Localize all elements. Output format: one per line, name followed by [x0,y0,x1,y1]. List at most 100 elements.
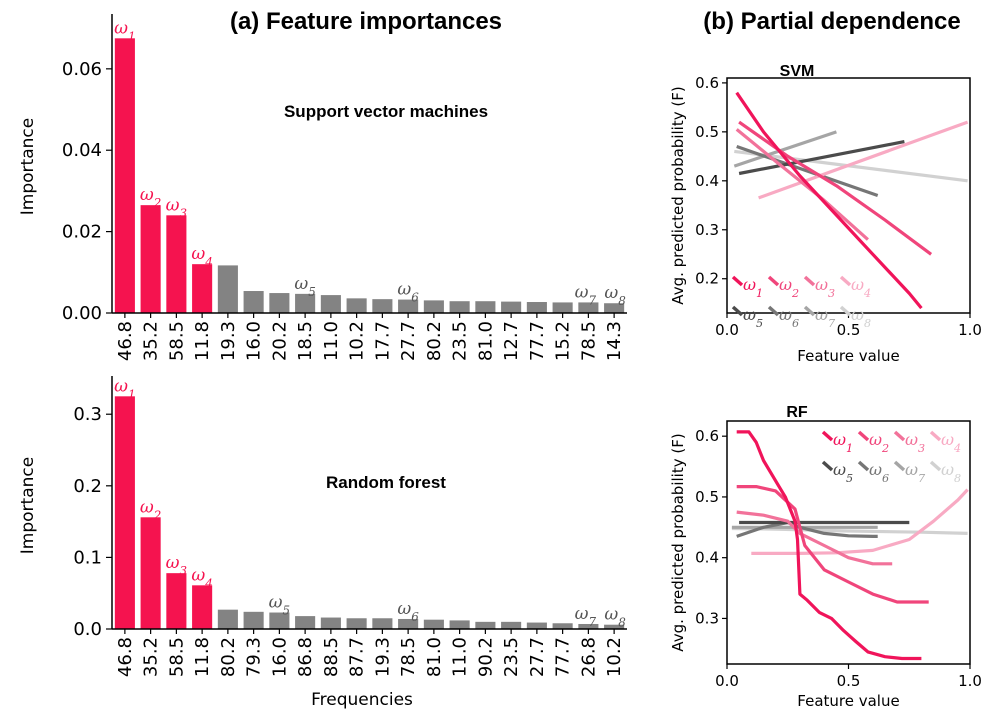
feature-annotation-omega2: ω2 [140,185,161,210]
pd-line-omega3 [736,510,893,566]
x-tick-label: 18.5 [295,321,316,361]
legend-label-omega6: ω6 [869,460,889,485]
x-tick-label: 27.7 [527,637,548,677]
y-tick-label: 0.3 [695,609,719,627]
x-tick-label: 16.0 [269,637,290,677]
x-tick-label: 20.2 [269,321,290,361]
legend-label-omega6: ω6 [779,305,799,330]
y-tick-label: 0.6 [695,427,719,445]
legend-swatch-omega8 [929,460,942,472]
feature-annotation-omega8: ω8 [604,605,626,630]
x-tick-label: 19.3 [218,321,239,361]
x-tick-label: 11.0 [321,321,342,361]
feature-annotation-omega2: ω2 [140,497,161,522]
feature-annotation-omega5: ω5 [269,593,290,618]
x-tick-label: 77.7 [553,637,574,677]
pd-line-omega6 [736,144,879,198]
legend-swatch-omega3 [893,430,906,442]
legend-swatch-omega6 [857,460,870,472]
bar-46.8 [114,396,135,629]
x-axis-label: Frequencies [311,690,413,710]
legend-label-omega4: ω4 [851,275,871,300]
feature-annotation-omega6: ω6 [397,599,419,624]
bar-10.2 [346,298,367,313]
x-axis-label: Feature value [797,347,899,365]
x-tick-label: 81.0 [475,321,496,361]
x-tick-label: 15.2 [553,321,574,361]
legend-label-omega4: ω4 [941,430,961,455]
legend-label-omega5: ω5 [743,305,763,330]
x-tick-label: 26.8 [578,637,599,677]
bar-78.5 [398,618,419,629]
model-label: Support vector machines [284,102,488,121]
x-tick-label: 58.5 [166,637,187,677]
y-tick-label: 0.00 [62,303,102,324]
legend-label-omega2: ω2 [779,275,799,300]
x-tick-label: 0.5 [837,672,861,690]
y-axis-label: Importance [18,457,38,554]
bar-23.5 [449,301,470,313]
x-tick-label: 16.0 [244,321,265,361]
bar-87.7 [346,618,367,629]
x-tick-label: 0.0 [715,672,739,690]
x-tick-label: 35.2 [141,321,162,361]
model-label: Random forest [326,473,446,492]
x-tick-label: 19.3 [372,637,393,677]
y-axis-label: Avg. predicted probability (F) [669,433,687,651]
y-tick-label: 0.5 [695,123,719,141]
legend-label-omega1: ω1 [743,275,763,300]
pd-line-omega4 [758,120,969,200]
bar-12.7 [501,301,522,313]
x-tick-label: 80.2 [424,321,445,361]
bar-10.2 [604,624,625,629]
feature-annotation-omega3: ω3 [166,553,187,578]
feature-annotation-omega7: ω7 [575,282,597,307]
bar-81.0 [475,301,496,313]
y-tick-label: 0.4 [695,549,719,567]
bar-27.7 [526,622,547,629]
y-tick-label: 0.4 [695,172,719,190]
x-tick-label: 0.0 [715,321,739,339]
legend-swatch-omega3 [803,275,816,287]
bar-86.8 [295,616,316,629]
y-tick-label: 0.02 [62,222,102,243]
bar-14.3 [604,303,625,313]
y-tick-label: 0.06 [62,59,102,80]
panel-a-title: (a) Feature importances [230,8,502,35]
x-tick-label: 79.3 [244,637,265,677]
bar-46.8 [114,38,135,314]
x-tick-label: 77.7 [527,321,548,361]
bar-26.8 [578,623,599,629]
x-tick-label: 17.7 [372,321,393,361]
legend-swatch-omega1 [731,275,744,287]
x-tick-label: 11.8 [192,321,213,361]
bar-77.7 [526,302,547,313]
y-axis-label: Importance [18,118,38,215]
bar-16.0 [243,291,264,313]
legend-swatch-omega7 [803,305,816,317]
y-axis-label: Avg. predicted probability (F) [669,86,687,304]
legend-swatch-omega4 [839,275,852,287]
importance-chart-rf: 0.0 0.1 0.2 0.3 46.8 35.2 58.5 11.8 80.2 79.3 16.0… [18,376,627,710]
bar-16.0 [269,612,290,629]
x-tick-label: 88.5 [321,637,342,677]
x-tick-label: 10.2 [604,637,625,677]
legend-swatch-omega4 [929,430,942,442]
x-tick-label: 90.2 [475,637,496,677]
bar-20.2 [269,293,290,313]
pd-line-omega3 [735,128,869,241]
x-tick-label: 80.2 [218,637,239,677]
bar-23.5 [501,621,522,629]
y-tick-label: 0.0 [73,619,102,640]
pd-line-omega5 [738,140,905,176]
bar-27.7 [398,299,419,313]
x-tick-label: 27.7 [398,321,419,361]
feature-annotation-omega7: ω7 [575,604,597,629]
legend-label-omega5: ω5 [833,460,853,485]
legend-swatch-omega5 [731,305,744,317]
legend-swatch-omega1 [821,430,834,442]
pd-line-omega6 [736,520,878,539]
legend-swatch-omega5 [821,460,834,472]
legend-label-omega8: ω8 [851,305,871,330]
